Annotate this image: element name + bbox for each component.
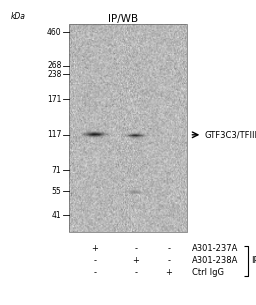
Text: +: + xyxy=(91,244,98,253)
Text: A301-237A: A301-237A xyxy=(192,244,238,253)
Text: -: - xyxy=(93,256,96,265)
Text: GTF3C3/TFIIIC102: GTF3C3/TFIIIC102 xyxy=(205,130,256,139)
Text: 268: 268 xyxy=(47,61,61,70)
Text: 117: 117 xyxy=(47,130,61,139)
Text: -: - xyxy=(134,268,137,278)
Text: -: - xyxy=(167,256,170,265)
Text: 55: 55 xyxy=(52,187,61,196)
Text: +: + xyxy=(132,256,139,265)
Text: -: - xyxy=(134,244,137,253)
Text: kDa: kDa xyxy=(10,12,25,21)
Text: Ctrl IgG: Ctrl IgG xyxy=(192,268,224,278)
Text: IP/WB: IP/WB xyxy=(108,14,138,24)
Text: IP: IP xyxy=(251,256,256,265)
Text: 41: 41 xyxy=(52,210,61,220)
Text: A301-238A: A301-238A xyxy=(192,256,238,265)
Text: 460: 460 xyxy=(47,27,61,37)
Text: 171: 171 xyxy=(47,95,61,104)
Text: 71: 71 xyxy=(52,166,61,175)
Text: -: - xyxy=(167,244,170,253)
Text: +: + xyxy=(166,268,172,278)
Bar xyxy=(69,24,187,232)
Text: -: - xyxy=(93,268,96,278)
Text: 238: 238 xyxy=(47,70,61,79)
